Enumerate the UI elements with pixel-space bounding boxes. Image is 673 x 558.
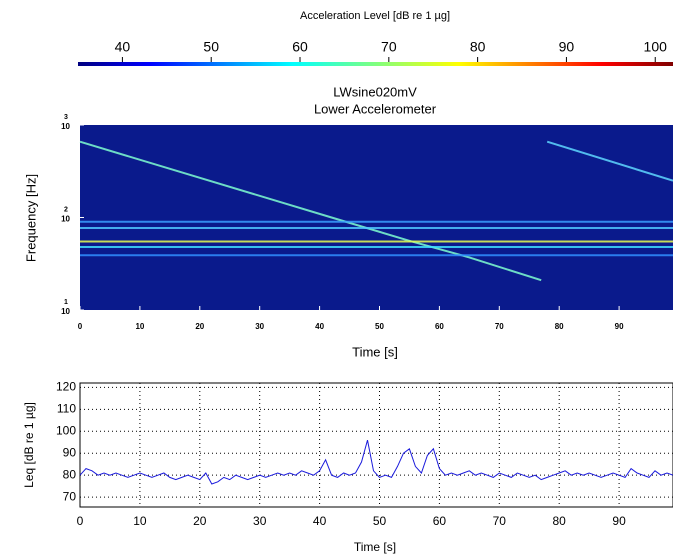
chart-title: LWsine020mV [333, 84, 417, 99]
tick-label: 60 [292, 39, 308, 55]
x-tick-label: 90 [612, 514, 626, 528]
tick-label: 90 [559, 39, 575, 55]
y-axis-label: Frequency [Hz] [23, 174, 38, 262]
chart-subtitle: Lower Accelerometer [314, 101, 437, 116]
x-tick-label: 20 [195, 322, 204, 331]
y-tick-label: 120 [56, 380, 76, 394]
x-tick-label: 0 [78, 322, 83, 331]
x-tick-label: 0 [77, 514, 84, 528]
y-tick-exponent: 3 [64, 114, 68, 121]
tick-label: 80 [470, 39, 486, 55]
x-tick-label: 10 [135, 322, 144, 331]
x-tick-label: 70 [493, 514, 507, 528]
y-tick-label: 70 [63, 489, 77, 503]
y-tick-exponent: 1 [64, 299, 68, 306]
x-tick-label: 30 [255, 322, 264, 331]
colorbar-title: Acceleration Level [dB re 1 µg] [300, 10, 450, 22]
leq-line [79, 439, 673, 485]
x-tick-label: 90 [615, 322, 624, 331]
x-tick-label: 20 [193, 514, 207, 528]
tick-label: 50 [203, 39, 219, 55]
y-tick-label: 10 [61, 215, 70, 224]
y-tick-label: 10 [61, 122, 70, 131]
y-axis-label: Leq [dB re 1 µg] [22, 402, 36, 488]
x-tick-label: 40 [313, 514, 327, 528]
x-tick-label: 60 [435, 322, 444, 331]
x-tick-label: 70 [495, 322, 504, 331]
tick-label: 70 [381, 39, 397, 55]
y-tick-label: 110 [57, 402, 76, 416]
x-tick-label: 80 [555, 322, 564, 331]
x-tick-label: 30 [253, 514, 267, 528]
y-tick-label: 10 [61, 307, 70, 316]
x-axis-label: Time [s] [354, 540, 396, 554]
x-tick-label: 80 [553, 514, 567, 528]
x-tick-label: 10 [133, 514, 147, 528]
x-tick-label: 50 [375, 322, 384, 331]
spectral-line [546, 140, 673, 182]
x-axis-label: Time [s] [352, 344, 398, 359]
spectrogram-background [80, 125, 673, 310]
tick-label: 100 [644, 39, 668, 55]
tick-label: 40 [115, 39, 131, 55]
y-tick-label: 100 [56, 423, 76, 437]
x-tick-label: 60 [433, 514, 447, 528]
plot-area [79, 382, 673, 508]
x-tick-label: 50 [373, 514, 387, 528]
y-tick-exponent: 2 [64, 206, 68, 213]
y-tick-label: 90 [63, 445, 77, 459]
y-tick-label: 80 [63, 467, 77, 481]
colorbar [78, 62, 673, 66]
x-tick-label: 40 [315, 322, 324, 331]
